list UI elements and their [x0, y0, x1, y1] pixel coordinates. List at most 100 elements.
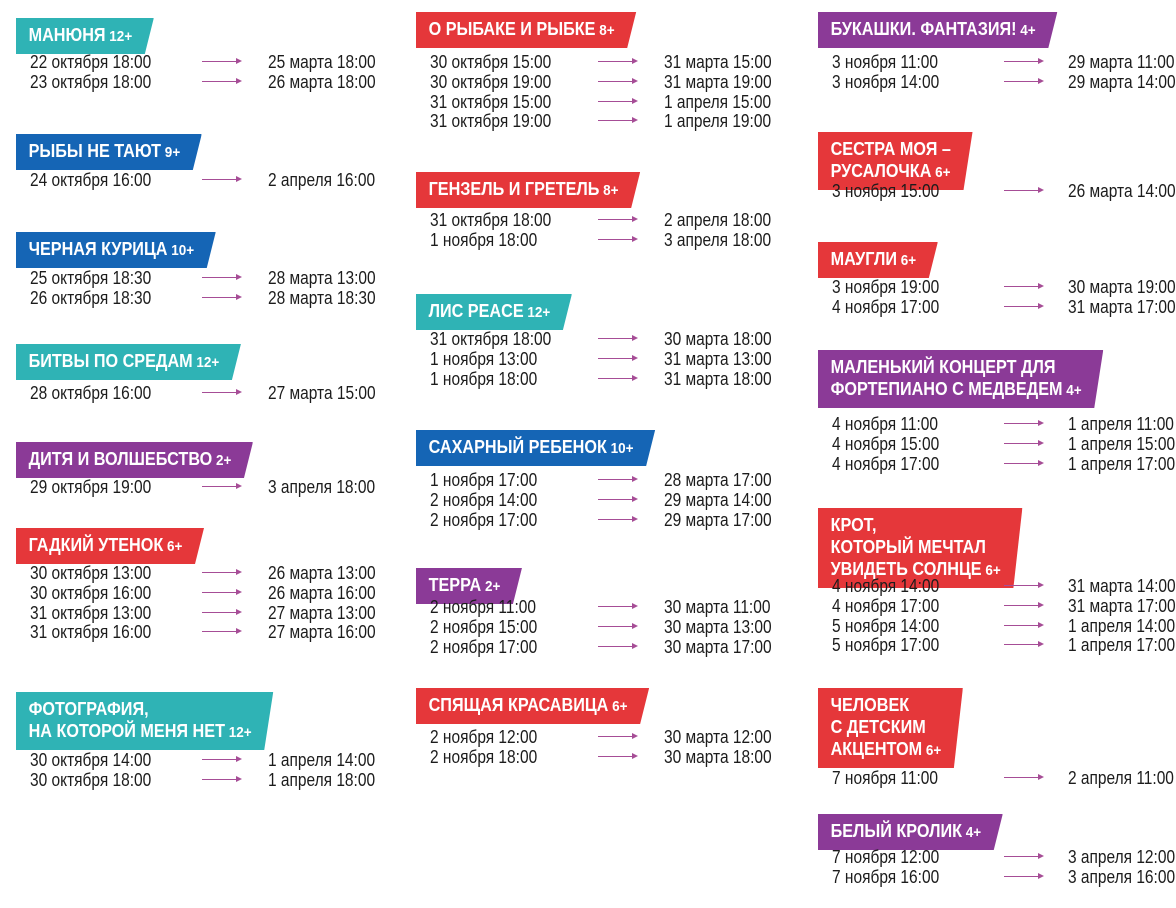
show-title-banner: БУКАШКИ. ФАНТАЗИЯ! 4+: [818, 12, 1057, 48]
arrow-right-icon: [598, 622, 638, 629]
arrow-right-icon: [598, 374, 638, 381]
new-date: 26 марта 18:00: [268, 71, 376, 92]
show-title-banner: ДИТЯ И ВОЛШЕБСТВО 2+: [16, 442, 253, 478]
date-row: 22 октября 18:00 25 марта 18:00: [30, 52, 376, 72]
original-date: 30 октября 18:00: [30, 769, 152, 790]
new-date: 26 марта 13:00: [268, 563, 376, 583]
arrow-right-icon: [1004, 439, 1044, 446]
show-title-line: БУКАШКИ. ФАНТАЗИЯ!: [830, 19, 1017, 39]
original-date: 1 ноября 17:00: [430, 470, 538, 490]
new-date: 30 марта 13:00: [664, 616, 772, 637]
date-row: 4 ноября 11:00 1 апреля 11:00: [832, 414, 1176, 434]
show-title-banner: ГАДКИЙ УТЕНОК 6+: [16, 528, 204, 564]
show-title-line: ТЕРРА: [428, 575, 482, 595]
new-date: 26 марта 14:00: [1068, 181, 1176, 201]
new-date: 29 марта 14:00: [664, 489, 772, 510]
date-row: 7 ноября 11:00 2 апреля 11:00: [832, 768, 1176, 788]
new-date: 1 апреля 19:00: [664, 111, 772, 132]
date-row: 2 ноября 14:00 29 марта 14:00: [430, 490, 776, 510]
date-row: 30 октября 13:00 26 марта 13:00: [30, 563, 376, 583]
show-title-banner: СПЯЩАЯ КРАСАВИЦА 6+: [416, 688, 649, 724]
original-date: 31 октября 15:00: [430, 91, 552, 112]
date-row: 26 октября 18:30 28 марта 18:30: [30, 288, 376, 308]
original-date: 4 ноября 17:00: [832, 595, 940, 616]
arrow-right-icon: [202, 775, 242, 782]
original-date: 4 ноября 15:00: [832, 433, 940, 454]
show-title-banner: КРОТ, КОТОРЫЙ МЕЧТАЛ УВИДЕТЬ СОЛНЦЕ 6+: [818, 508, 1022, 588]
arrow-right-icon: [598, 77, 638, 84]
arrow-right-icon: [598, 733, 638, 739]
new-date: 30 марта 18:00: [664, 329, 772, 349]
age-rating: 2+: [212, 452, 232, 469]
original-date: 26 октября 18:30: [30, 287, 152, 308]
arrow-right-icon: [598, 642, 638, 649]
date-row: 2 ноября 11:00 30 марта 11:00: [430, 597, 776, 617]
show-title-line: БЕЛЫЙ КРОЛИК: [830, 821, 962, 841]
arrow-right-icon: [1004, 601, 1044, 608]
original-date: 3 ноября 11:00: [832, 52, 939, 72]
show-title-banner: О РЫБАКЕ И РЫБКЕ 8+: [416, 12, 636, 48]
arrow-right-icon: [598, 603, 638, 609]
original-date: 22 октября 18:00: [30, 52, 152, 72]
show-title-line: САХАРНЫЙ РЕБЕНОК: [428, 437, 607, 457]
arrow-right-icon: [1004, 621, 1044, 628]
arrow-right-icon: [1004, 853, 1044, 859]
original-date: 2 ноября 18:00: [430, 746, 538, 767]
column-1: МАНЮНЯ 12+ 22 октября 18:00 25 марта 18:00…: [16, 0, 376, 908]
new-date: 27 марта 16:00: [268, 622, 376, 643]
new-date: 1 апреля 17:00: [1068, 453, 1176, 474]
arrow-right-icon: [598, 354, 638, 361]
age-rating: 12+: [192, 354, 220, 371]
original-date: 1 ноября 18:00: [430, 229, 538, 250]
show-title-banner: ЛИС PEACE 12+: [416, 294, 572, 330]
date-row: 3 ноября 19:00 30 марта 19:00: [832, 277, 1176, 297]
original-date: 4 ноября 11:00: [832, 414, 939, 434]
date-row: 1 ноября 13:00 31 марта 13:00: [430, 349, 776, 369]
show-title-line: ФОТОГРАФИЯ,: [28, 699, 149, 719]
date-row: 3 ноября 14:00 29 марта 14:00: [832, 72, 1176, 92]
arrow-right-icon: [1004, 58, 1044, 64]
new-date: 30 марта 17:00: [664, 636, 772, 657]
arrow-right-icon: [1004, 641, 1044, 648]
date-row: 2 ноября 17:00 29 марта 17:00: [430, 510, 776, 530]
new-date: 25 марта 18:00: [268, 52, 376, 72]
arrow-right-icon: [202, 389, 242, 395]
original-date: 2 ноября 17:00: [430, 636, 538, 657]
arrow-right-icon: [202, 274, 242, 280]
new-date: 1 апреля 15:00: [664, 91, 772, 112]
date-row: 7 ноября 12:00 3 апреля 12:00: [832, 847, 1176, 867]
column-3: БУКАШКИ. ФАНТАЗИЯ! 4+ 3 ноября 11:00 29 ма…: [818, 0, 1176, 908]
age-rating: 6+: [608, 698, 628, 715]
column-2: О РЫБАКЕ И РЫБКЕ 8+ 30 октября 15:00 31 ма…: [416, 0, 776, 908]
new-date: 1 апреля 17:00: [1068, 635, 1176, 656]
new-date: 29 марта 14:00: [1068, 71, 1176, 92]
new-date: 28 марта 18:30: [268, 287, 376, 308]
date-row: 24 октября 16:00 2 апреля 16:00: [30, 170, 376, 190]
arrow-right-icon: [1004, 77, 1044, 84]
arrow-right-icon: [598, 235, 638, 242]
show-title-line: СПЯЩАЯ КРАСАВИЦА: [428, 695, 609, 715]
original-date: 2 ноября 17:00: [430, 509, 538, 530]
new-date: 31 марта 17:00: [1068, 296, 1176, 317]
show-title-line: УВИДЕТЬ СОЛНЦЕ: [830, 559, 982, 579]
new-date: 3 апреля 16:00: [1068, 866, 1176, 887]
original-date: 28 октября 16:00: [30, 383, 152, 403]
new-date: 28 марта 17:00: [664, 470, 772, 490]
show-title-banner: ЧЕЛОВЕК С ДЕТСКИМ АКЦЕНТОМ 6+: [818, 688, 963, 768]
arrow-right-icon: [598, 495, 638, 502]
new-date: 3 апреля 18:00: [268, 477, 376, 497]
date-row: 29 октября 19:00 3 апреля 18:00: [30, 477, 376, 497]
arrow-right-icon: [202, 569, 242, 575]
date-row: 30 октября 18:00 1 апреля 18:00: [30, 770, 376, 790]
show-title-banner: БЕЛЫЙ КРОЛИК 4+: [818, 814, 1003, 850]
new-date: 2 апреля 11:00: [1068, 768, 1174, 788]
new-date: 2 апреля 18:00: [664, 210, 772, 230]
date-row: 31 октября 16:00 27 марта 16:00: [30, 622, 376, 642]
date-row: 30 октября 19:00 31 марта 19:00: [430, 72, 776, 92]
original-date: 7 ноября 12:00: [832, 847, 940, 867]
arrow-right-icon: [1004, 459, 1044, 466]
date-row: 31 октября 18:00 2 апреля 18:00: [430, 210, 776, 230]
arrow-right-icon: [202, 608, 242, 615]
show-title-banner: СЕСТРА МОЯ – РУСАЛОЧКА 6+: [818, 132, 973, 190]
original-date: 29 октября 19:00: [30, 477, 152, 497]
